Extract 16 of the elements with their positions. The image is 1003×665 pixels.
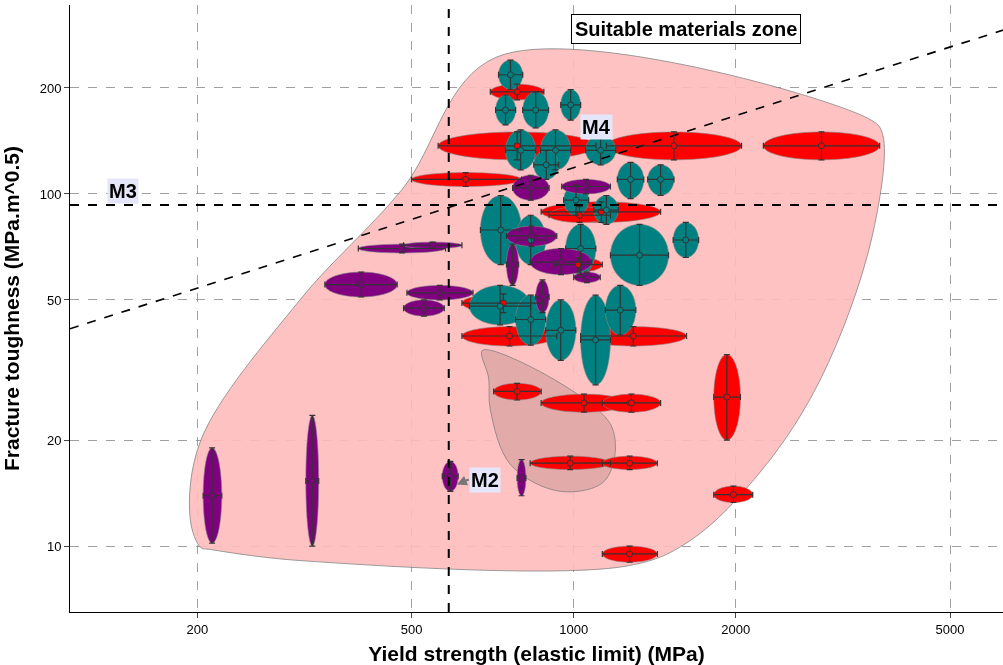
y-tick-label: 20	[46, 432, 62, 448]
x-tick-label: 2000	[721, 621, 751, 637]
ref-line-label: M3	[109, 180, 137, 202]
x-tick-label: 5000	[935, 621, 965, 637]
x-tick-label: 500	[400, 621, 423, 637]
annotation: Suitable materials zone	[575, 18, 798, 40]
y-axis-title: Fracture toughness (MPa.m^0.5)	[0, 146, 23, 471]
y-tick-label: 200	[39, 80, 62, 96]
annotation: M4	[582, 116, 611, 138]
x-tick-label: 200	[186, 621, 209, 637]
x-tick-label: 1000	[559, 621, 589, 637]
y-tick-label: 10	[46, 538, 62, 554]
y-tick-label: 100	[39, 186, 62, 202]
y-tick-label: 50	[46, 292, 62, 308]
ref-line-label: M2	[471, 469, 499, 491]
x-axis-title: Yield strength (elastic limit) (MPa)	[368, 642, 705, 665]
